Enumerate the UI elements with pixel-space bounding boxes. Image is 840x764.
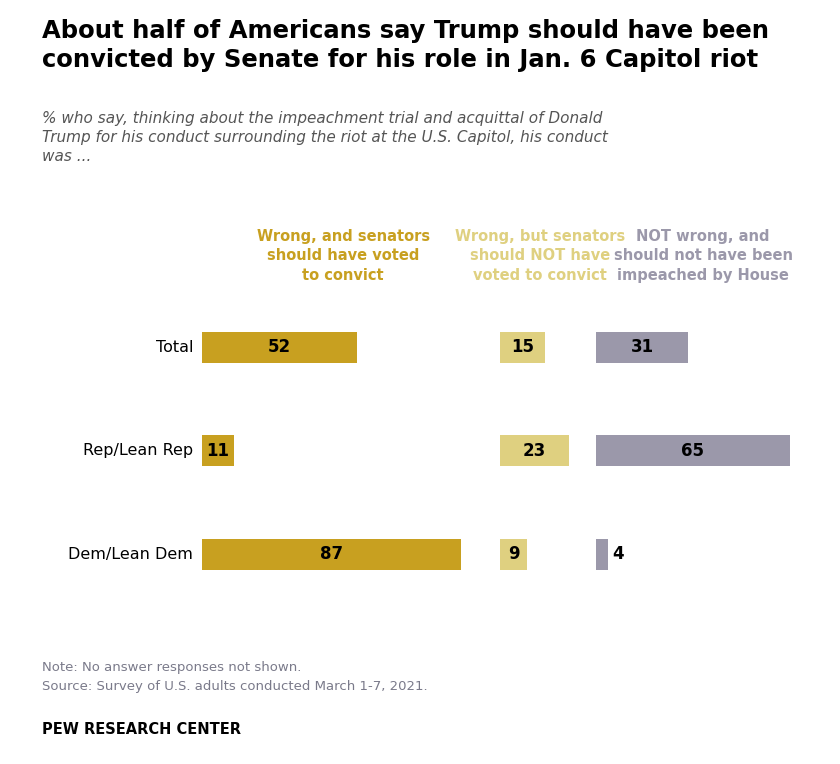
Text: 4: 4 <box>612 545 624 563</box>
Text: Wrong, and senators
should have voted
to convict: Wrong, and senators should have voted to… <box>257 229 430 283</box>
Text: Total: Total <box>155 340 193 354</box>
Text: Wrong, but senators
should NOT have
voted to convict: Wrong, but senators should NOT have vote… <box>455 229 626 283</box>
Text: 9: 9 <box>507 545 519 563</box>
Bar <box>596 539 607 570</box>
Bar <box>500 332 545 363</box>
Bar <box>500 539 527 570</box>
Bar <box>202 332 357 363</box>
Bar <box>596 435 790 466</box>
Text: 11: 11 <box>207 442 229 460</box>
Text: PEW RESEARCH CENTER: PEW RESEARCH CENTER <box>42 722 241 737</box>
Text: Dem/Lean Dem: Dem/Lean Dem <box>68 547 193 562</box>
Text: 23: 23 <box>522 442 546 460</box>
Bar <box>500 435 569 466</box>
Bar <box>202 435 234 466</box>
Bar <box>202 539 461 570</box>
Text: NOT wrong, and
should not have been
impeached by House: NOT wrong, and should not have been impe… <box>614 229 793 283</box>
Text: 65: 65 <box>681 442 704 460</box>
Text: 31: 31 <box>631 338 654 356</box>
Text: 52: 52 <box>268 338 291 356</box>
Text: 87: 87 <box>320 545 343 563</box>
Text: Note: No answer responses not shown.: Note: No answer responses not shown. <box>42 661 302 674</box>
Text: Rep/Lean Rep: Rep/Lean Rep <box>83 443 193 458</box>
Text: % who say, thinking about the impeachment trial and acquittal of Donald
Trump fo: % who say, thinking about the impeachmen… <box>42 111 608 164</box>
Text: Source: Survey of U.S. adults conducted March 1-7, 2021.: Source: Survey of U.S. adults conducted … <box>42 680 428 693</box>
Bar <box>596 332 688 363</box>
Text: 15: 15 <box>511 338 534 356</box>
Text: About half of Americans say Trump should have been
convicted by Senate for his r: About half of Americans say Trump should… <box>42 19 769 72</box>
